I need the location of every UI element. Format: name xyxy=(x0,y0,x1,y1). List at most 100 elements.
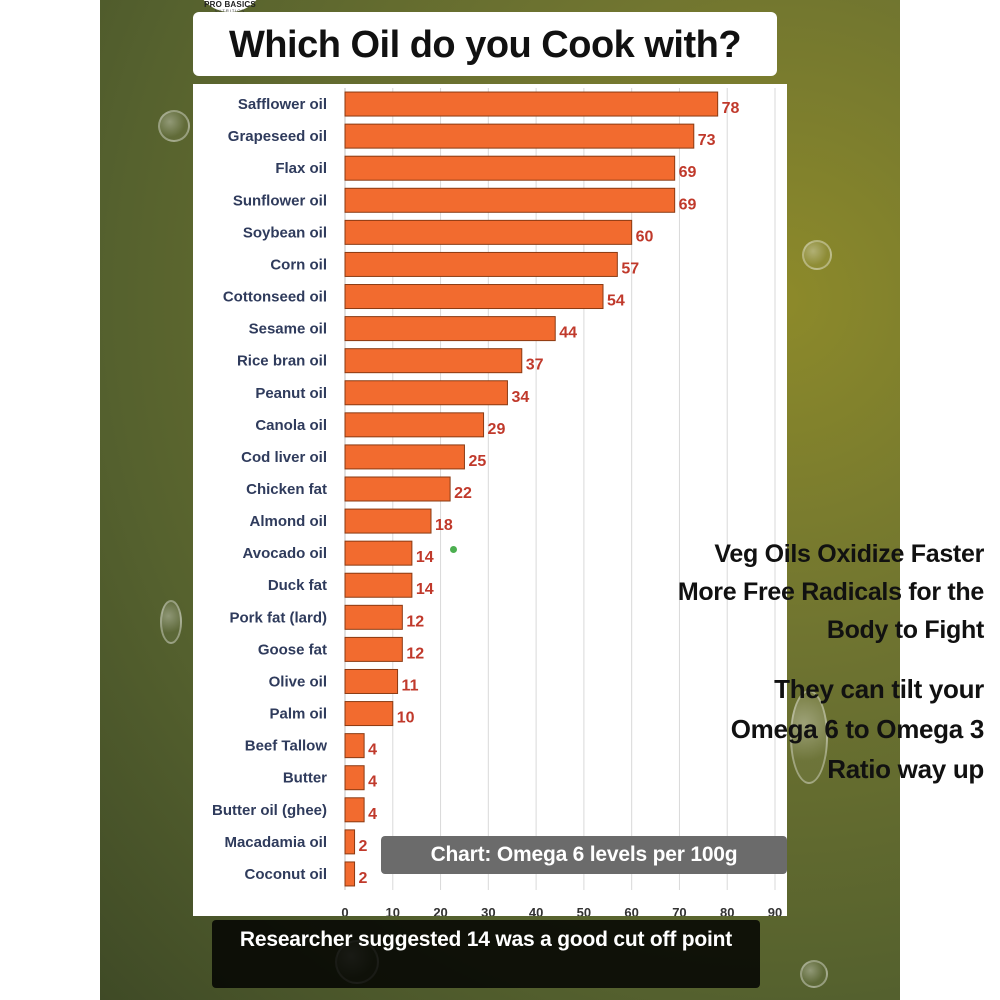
data-label: 10 xyxy=(397,710,415,727)
category-label: Cod liver oil xyxy=(241,449,327,466)
data-label: 12 xyxy=(406,613,424,630)
omega-ratio-annotation: They can tilt your Omega 6 to Omega 3 Ra… xyxy=(730,674,985,784)
category-label: Butter xyxy=(283,770,327,787)
x-tick-label: 90 xyxy=(768,905,782,916)
data-label: 2 xyxy=(359,870,368,887)
category-label: Coconut oil xyxy=(245,866,328,883)
data-label: 57 xyxy=(621,260,639,277)
category-label: Flax oil xyxy=(275,160,327,177)
bar xyxy=(344,380,508,406)
category-label: Duck fat xyxy=(268,577,327,594)
x-tick-label: 80 xyxy=(720,905,734,916)
oil-bubble xyxy=(790,690,828,784)
bar xyxy=(344,861,356,887)
data-label: 44 xyxy=(559,325,577,342)
data-label: 60 xyxy=(636,228,654,245)
data-label: 29 xyxy=(488,421,506,438)
category-label: Grapeseed oil xyxy=(228,128,327,145)
oxidize-annotation: Veg Oils Oxidize Faster More Free Radica… xyxy=(677,540,984,644)
category-label: Chicken fat xyxy=(246,481,327,498)
bullet-dot xyxy=(450,546,457,553)
data-label: 18 xyxy=(435,517,453,534)
bar xyxy=(344,251,618,277)
bar xyxy=(344,540,413,566)
data-label: 37 xyxy=(526,357,544,374)
title-banner: Which Oil do you Cook with? xyxy=(193,12,777,76)
data-label: 4 xyxy=(368,742,377,759)
data-label: 25 xyxy=(468,453,486,470)
bar xyxy=(344,508,432,534)
category-label: Soybean oil xyxy=(243,224,327,241)
bar xyxy=(344,155,676,181)
x-tick-label: 40 xyxy=(529,905,543,916)
bar xyxy=(344,91,719,117)
bar xyxy=(344,701,394,727)
bar xyxy=(344,316,556,342)
data-label: 4 xyxy=(368,774,377,791)
bar xyxy=(344,476,451,502)
data-label: 22 xyxy=(454,485,472,502)
data-label: 73 xyxy=(698,132,716,149)
data-label: 34 xyxy=(511,389,529,406)
category-label: Cottonseed oil xyxy=(223,289,327,306)
category-label: Olive oil xyxy=(269,673,327,690)
category-label: Corn oil xyxy=(270,256,327,273)
category-label: Avocado oil xyxy=(243,545,327,562)
data-label: 2 xyxy=(359,838,368,855)
data-label: 69 xyxy=(679,196,697,213)
data-label: 69 xyxy=(679,164,697,181)
x-tick-label: 20 xyxy=(433,905,447,916)
chart-panel: Safflower oil 78 Grapeseed oil 73 Flax oil 69… xyxy=(193,84,787,916)
oil-bubble xyxy=(800,960,828,988)
bar xyxy=(344,636,403,662)
oil-bubble xyxy=(158,110,190,142)
category-label: Sesame oil xyxy=(249,321,327,338)
bar xyxy=(344,604,403,630)
category-label: Macadamia oil xyxy=(224,834,327,851)
category-label: Almond oil xyxy=(250,513,328,530)
bar xyxy=(344,412,485,438)
bar xyxy=(344,123,695,149)
category-label: Rice bran oil xyxy=(237,353,327,370)
category-label: Sunflower oil xyxy=(233,192,327,209)
data-label: 12 xyxy=(406,645,424,662)
x-tick-label: 10 xyxy=(386,905,400,916)
x-tick-label: 30 xyxy=(481,905,495,916)
x-tick-label: 60 xyxy=(624,905,638,916)
chart-caption: Chart: Omega 6 levels per 100g xyxy=(381,836,787,874)
bar xyxy=(344,444,465,470)
bar-chart: Safflower oil 78 Grapeseed oil 73 Flax oil 69… xyxy=(212,88,782,916)
category-label: Beef Tallow xyxy=(245,738,328,755)
bar xyxy=(344,668,399,694)
bar xyxy=(344,348,523,374)
category-label: Butter oil (ghee) xyxy=(212,802,327,819)
data-label: 14 xyxy=(416,581,434,598)
category-label: Safflower oil xyxy=(238,96,327,113)
logo-text: PRO BASICS xyxy=(204,0,256,9)
data-label: 14 xyxy=(416,549,434,566)
oil-bubble xyxy=(802,240,832,270)
category-label: Palm oil xyxy=(269,706,327,723)
page-title: Which Oil do you Cook with? xyxy=(228,24,742,66)
category-label: Canola oil xyxy=(255,417,327,434)
brand-logo: PRO BASICS NUTRITION xyxy=(195,0,265,13)
bar xyxy=(344,733,365,759)
bar xyxy=(344,219,633,245)
logo-subtext: NUTRITION xyxy=(214,8,246,13)
data-label: 11 xyxy=(402,677,419,694)
category-label: Goose fat xyxy=(258,641,327,658)
data-label: 78 xyxy=(722,100,740,117)
x-tick-label: 50 xyxy=(577,905,591,916)
bar xyxy=(344,797,365,823)
bar xyxy=(344,765,365,791)
oil-bubble xyxy=(160,600,182,644)
category-label: Peanut oil xyxy=(255,385,327,402)
data-label: 54 xyxy=(607,293,625,310)
bar xyxy=(344,572,413,598)
bar xyxy=(344,187,676,213)
bar xyxy=(344,829,356,855)
x-tick-label: 0 xyxy=(341,905,348,916)
data-label: 4 xyxy=(368,806,377,823)
x-tick-label: 70 xyxy=(672,905,686,916)
bar xyxy=(344,284,604,310)
